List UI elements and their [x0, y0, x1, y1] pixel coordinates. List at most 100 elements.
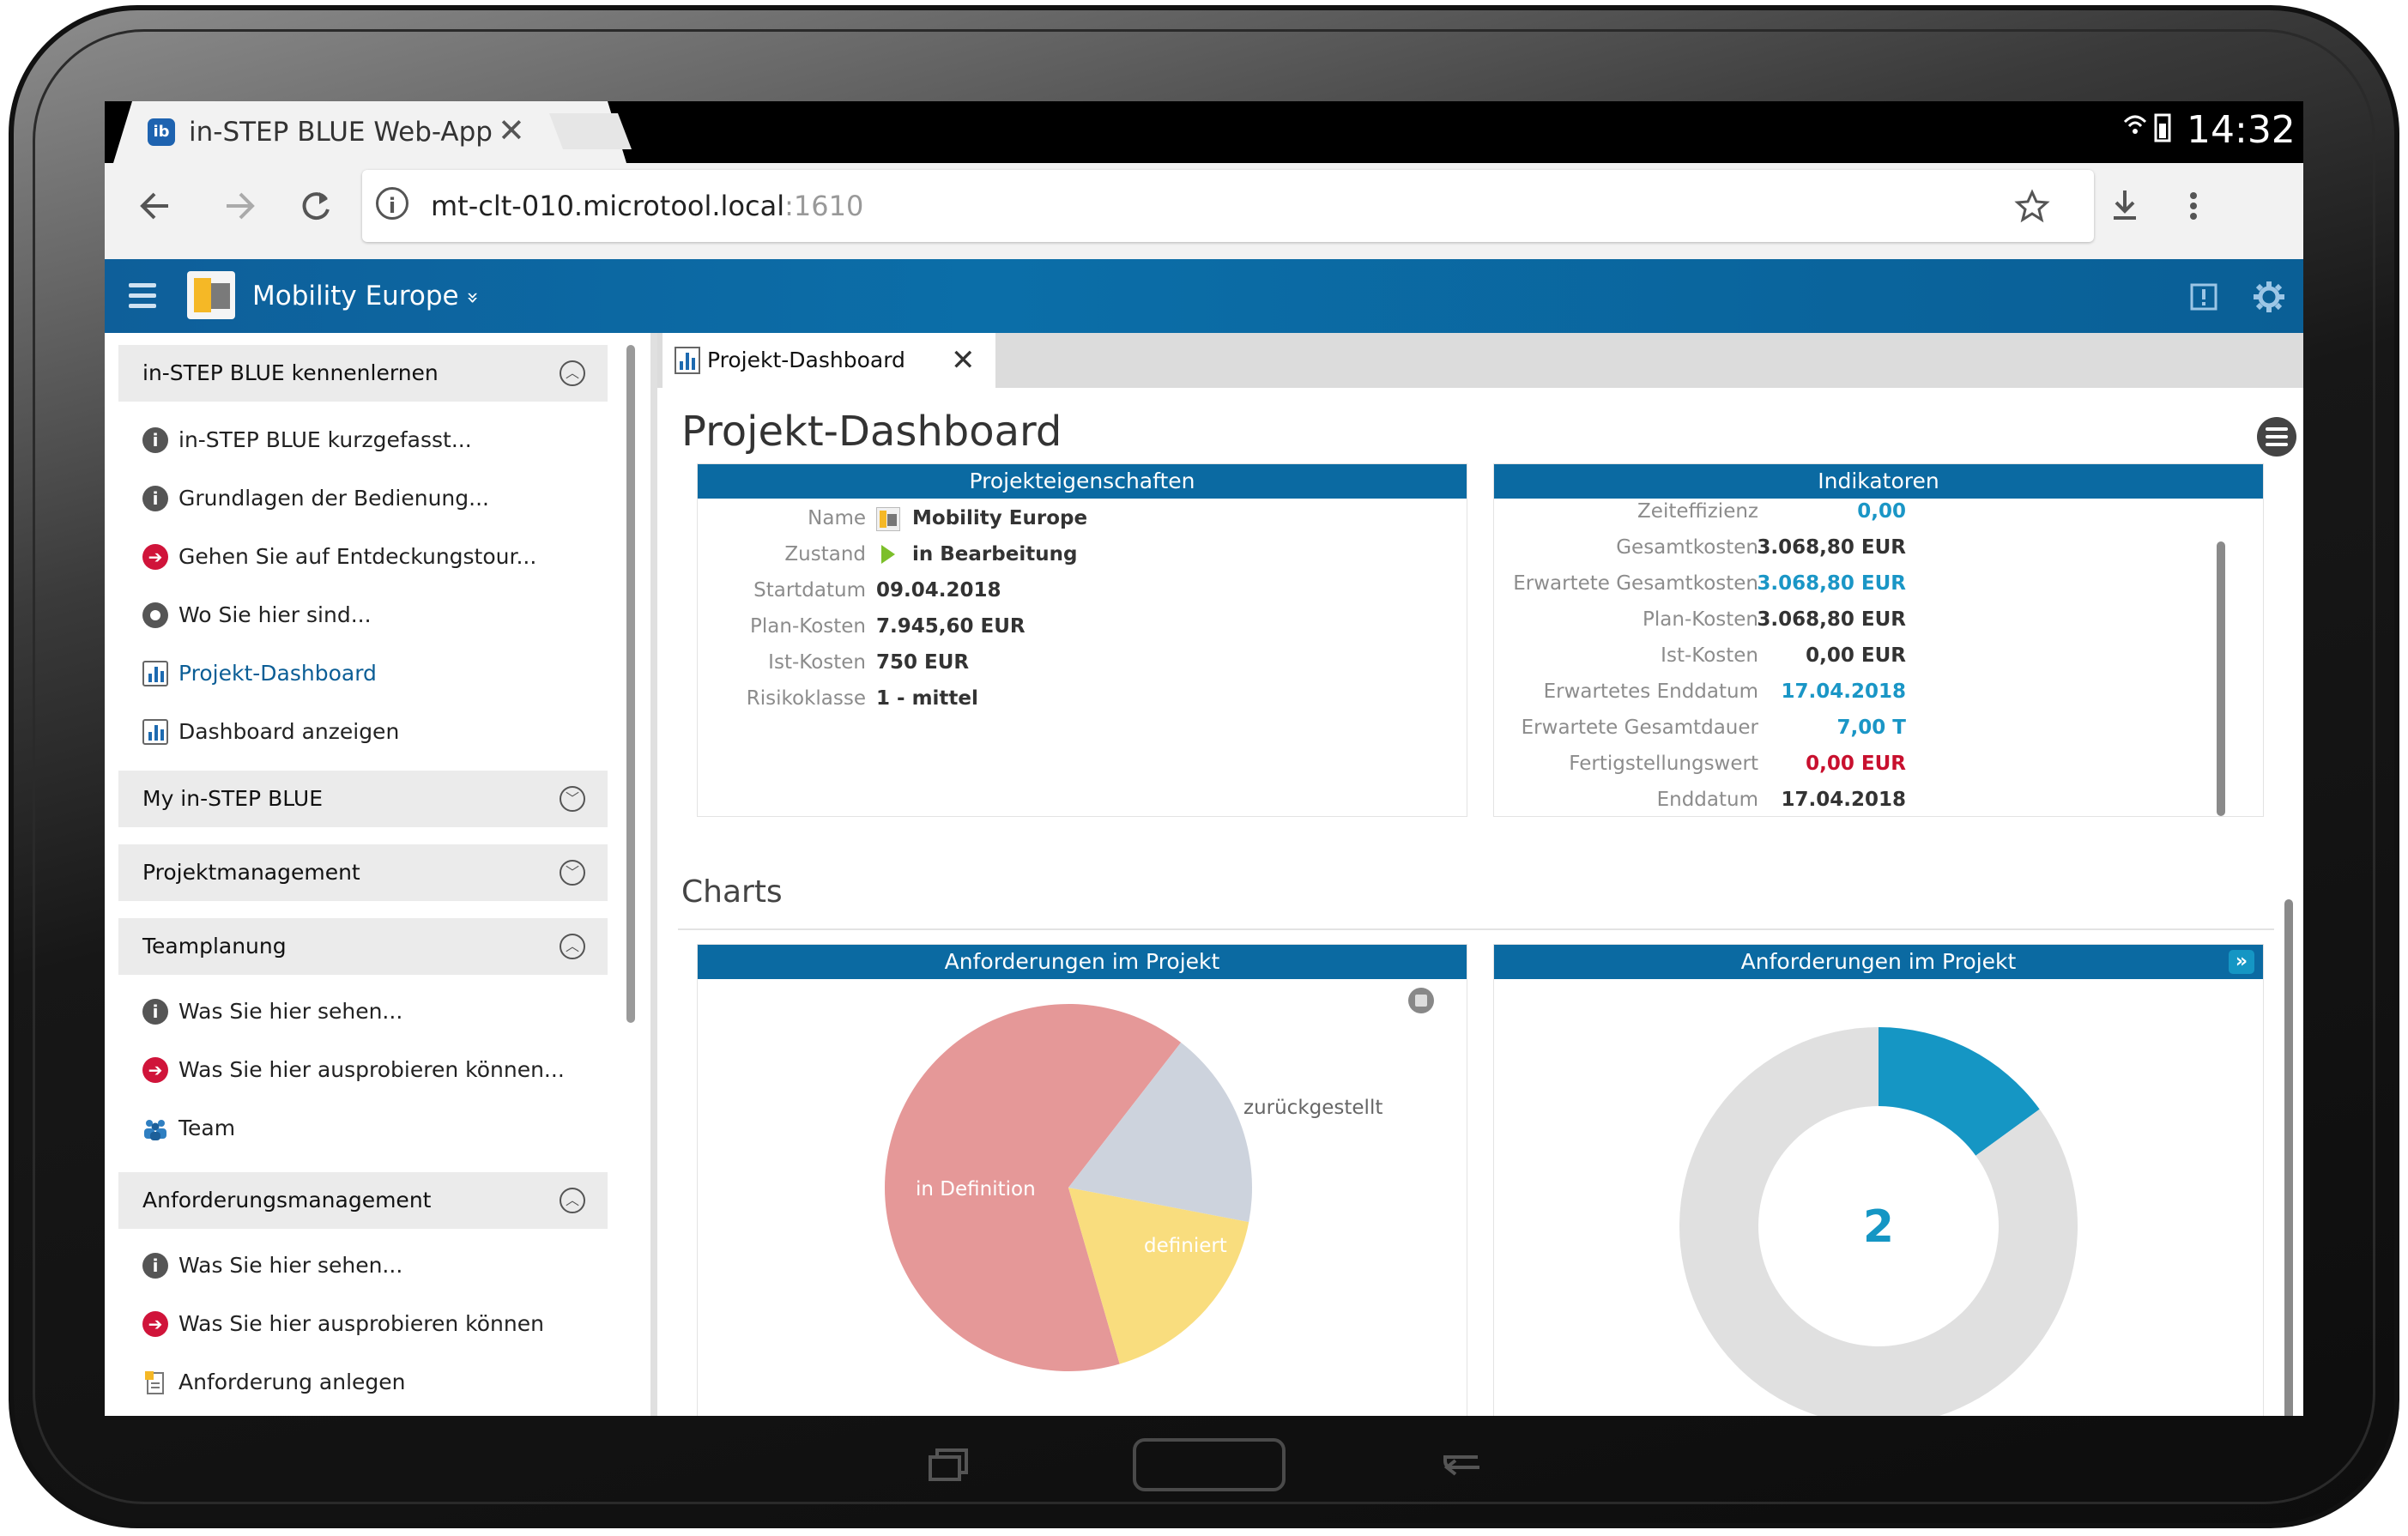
recent-apps-icon[interactable] [927, 1447, 971, 1483]
info-icon: i [142, 999, 168, 1025]
indicator-key: Erwartete Gesamtdauer [1521, 717, 1758, 739]
home-button[interactable] [1133, 1438, 1286, 1491]
indicator-value: 3.068,80 EUR [1757, 572, 1906, 595]
pie-slice[interactable] [1679, 1027, 2078, 1416]
download-icon[interactable] [2099, 172, 2151, 240]
info-icon: i [142, 1253, 168, 1279]
close-icon[interactable]: ✕ [951, 343, 976, 378]
tablet-bezel-edge [33, 29, 2375, 1504]
pie-slice[interactable] [885, 1004, 1182, 1371]
pie-slice[interactable] [1879, 1027, 2040, 1156]
reload-icon[interactable] [288, 178, 343, 233]
project-selector[interactable]: Mobility Europe » [252, 259, 486, 335]
play-state-icon [881, 545, 895, 564]
site-info-icon[interactable]: i [376, 187, 408, 220]
tab-projekt-dashboard[interactable]: Projekt-Dashboard ✕ [663, 333, 995, 388]
indicator-key: Gesamtkosten [1616, 536, 1758, 559]
forward-arrow-icon[interactable] [211, 178, 266, 233]
expand-icon[interactable]: » [2229, 950, 2254, 974]
screen: ib in-STEP BLUE Web-App ✕ 14:32 i [105, 101, 2303, 1416]
property-key: Startdatum [753, 579, 866, 602]
pie-slice[interactable] [1068, 1188, 1249, 1364]
new-tab-button[interactable] [549, 113, 632, 149]
properties-panel: Projekteigenschaften Name Mobility Europ… [697, 463, 1467, 817]
indicator-value: 3.068,80 EUR [1757, 536, 1906, 559]
sidebar-section-anforderungsmanagement[interactable]: Anforderungsmanagement ︿ [118, 1172, 608, 1229]
close-tab-icon[interactable]: ✕ [498, 112, 525, 149]
indicator-key: Fertigstellungswert [1569, 753, 1758, 775]
page-title: Projekt-Dashboard [681, 408, 1062, 456]
property-value: in Bearbeitung [912, 543, 1078, 565]
indicator-row: Fertigstellungswert 0,00 EUR [1494, 746, 2263, 782]
charts-divider [678, 928, 2274, 930]
indicator-row: Zeiteffizienz 0,00 [1494, 493, 2263, 529]
address-bar[interactable]: i mt-clt-010.microtool.local:1610 [362, 170, 2094, 242]
bar-chart-icon [142, 719, 168, 745]
chart-title: Anforderungen im Projekt [698, 945, 1467, 979]
back-arrow-icon[interactable] [129, 178, 184, 233]
property-key: Name [808, 507, 866, 529]
url-text: mt-clt-010.microtool.local:1610 [431, 170, 863, 242]
property-row: Startdatum 09.04.2018 [698, 572, 1467, 608]
sidebar-item-label: Projekt-Dashboard [178, 661, 377, 686]
tab-label: Projekt-Dashboard [707, 348, 905, 372]
pie-slice[interactable] [1068, 1042, 1252, 1223]
chevron-down-icon[interactable]: ﹀ [560, 860, 585, 886]
app-header: Mobility Europe » [105, 259, 2303, 333]
dashboard-menu-icon[interactable] [2257, 417, 2296, 457]
indicator-row: Enddatum 17.04.2018 [1494, 782, 2263, 816]
indicator-key: Enddatum [1656, 789, 1758, 811]
chevron-up-icon[interactable]: ︿ [560, 360, 585, 386]
pie-chart: in Definition zurückgestellt definiert [885, 1004, 1382, 1371]
property-row: Ist-Kosten 750 EUR [698, 644, 1467, 680]
sidebar-section-label: in-STEP BLUE kennenlernen [142, 360, 439, 385]
sidebar-item-label: Wo Sie hier sind... [178, 602, 372, 627]
main-content: Projekt-Dashboard ✕ Projekt-Dashboard Pr… [657, 333, 2303, 1416]
app-favicon-icon: ib [148, 118, 175, 146]
sidebar-item-label: Team [178, 1116, 236, 1140]
sidebar-section-my-instep[interactable]: My in-STEP BLUE ﹀ [118, 771, 608, 827]
hamburger-menu-icon[interactable] [129, 283, 156, 309]
pie-slice-label: in Definition [916, 1178, 1036, 1200]
sidebar-section-kennenlernen[interactable]: in-STEP BLUE kennenlernen ︿ [118, 345, 608, 402]
project-logo-icon [876, 507, 900, 531]
property-row: Risikoklasse 1 - mittel [698, 680, 1467, 717]
bar-chart-icon [675, 347, 700, 374]
property-key: Zustand [784, 543, 866, 565]
pane-divider[interactable] [650, 333, 657, 1416]
sidebar-item-label: in-STEP BLUE kurzgefasst... [178, 427, 472, 452]
notification-icon[interactable] [2185, 278, 2223, 316]
sidebar-section-label: Teamplanung [142, 934, 287, 958]
indicators-scrollbar[interactable] [2217, 541, 2225, 816]
chevron-up-icon[interactable]: ︿ [560, 934, 585, 959]
chevron-down-icon[interactable]: ﹀ [560, 786, 585, 812]
sidebar-scrollbar[interactable] [626, 345, 635, 1023]
bar-chart-icon [142, 661, 168, 686]
more-menu-icon[interactable] [2168, 172, 2219, 240]
browser-toolbar: i mt-clt-010.microtool.local:1610 [105, 163, 2303, 259]
requirement-icon [142, 1370, 168, 1395]
main-scrollbar[interactable] [2284, 899, 2293, 1416]
settings-gear-icon[interactable] [2250, 278, 2288, 316]
indicator-value: 17.04.2018 [1781, 680, 1906, 703]
bookmark-star-icon[interactable] [2006, 172, 2058, 240]
sidebar-section-projektmanagement[interactable]: Projektmanagement ﹀ [118, 844, 608, 901]
sidebar-item-label: Was Sie hier ausprobieren können [178, 1311, 544, 1336]
property-value: Mobility Europe [912, 507, 1088, 529]
back-nav-icon[interactable] [1440, 1448, 1485, 1485]
sidebar-section-teamplanung[interactable]: Teamplanung ︿ [118, 918, 608, 975]
browser-tab[interactable]: ib in-STEP BLUE Web-App ✕ [113, 101, 626, 163]
project-name: Mobility Europe [252, 281, 459, 311]
export-icon[interactable] [1408, 988, 1434, 1013]
property-row: Plan-Kosten 7.945,60 EUR [698, 608, 1467, 644]
chevron-down-icon: » [461, 291, 486, 305]
sidebar-item-label: Grundlagen der Bedienung... [178, 486, 489, 511]
sidebar-item-label: Anforderung anlegen [178, 1370, 406, 1394]
content-tab-strip: Projekt-Dashboard ✕ [657, 333, 2303, 388]
indicator-value: 3.068,80 EUR [1757, 608, 1906, 631]
chevron-up-icon[interactable]: ︿ [560, 1188, 585, 1213]
indicator-row: Gesamtkosten 3.068,80 EUR [1494, 529, 2263, 565]
chart-title: Anforderungen im Projekt [1494, 945, 2263, 979]
status-clock: 14:32 [2187, 108, 2296, 152]
property-row: Zustand in Bearbeitung [698, 536, 1467, 572]
